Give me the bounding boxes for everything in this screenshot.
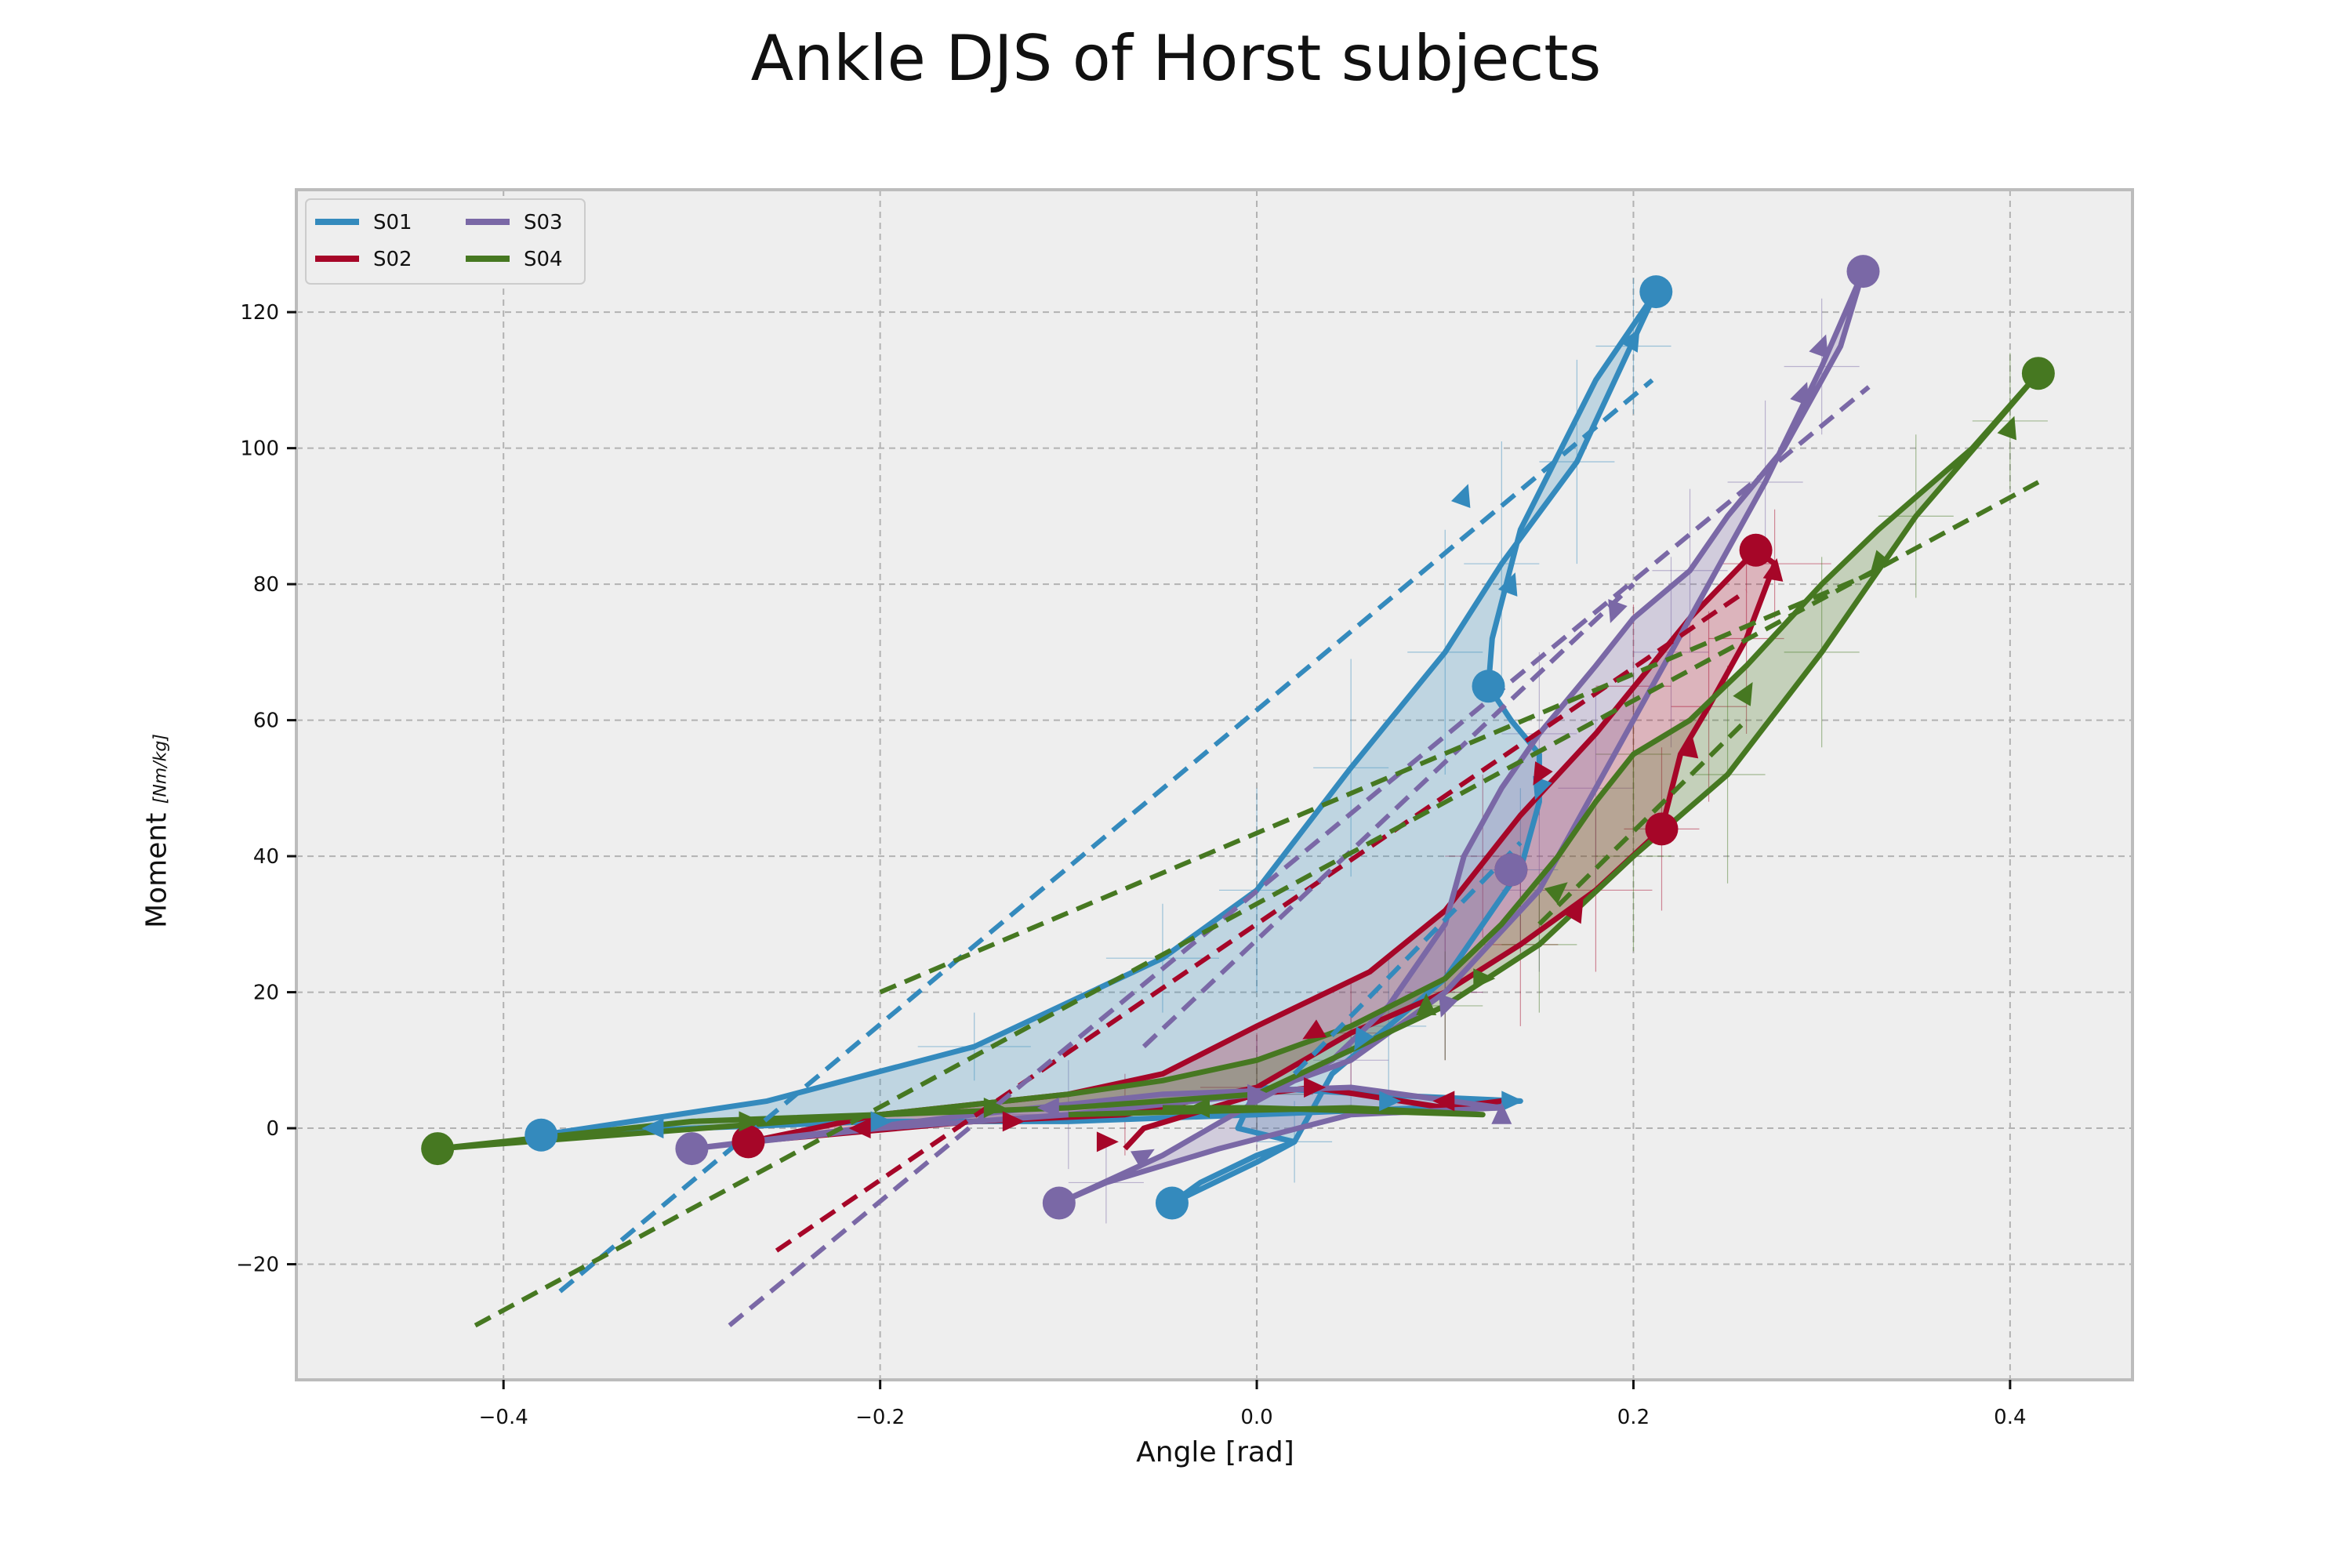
x-tick-label: 0.2: [1617, 1406, 1650, 1429]
s02-loop-line: [746, 547, 1778, 1145]
s03-fit-line: [1142, 582, 1635, 1049]
s04-fit-line: [879, 568, 1879, 995]
x-axis-label: Angle [rad]: [1136, 1436, 1294, 1468]
plot-area: [296, 190, 2132, 1380]
s02-turning-point: [731, 1125, 765, 1159]
s03-direction-arrow: [1809, 334, 1828, 359]
legend-box: [305, 198, 586, 285]
s03-direction-arrow: [1247, 1083, 1269, 1105]
s01-direction-arrow: [641, 1118, 664, 1139]
s02-direction-arrow: [1432, 1091, 1455, 1112]
grid: [296, 190, 2132, 1380]
s03-direction-arrow: [1608, 599, 1628, 623]
y-tick-label: −20: [236, 1254, 279, 1277]
s04-direction-arrow: [1997, 416, 2017, 441]
y-axis-unit: [Nm/kg]: [151, 734, 171, 804]
s01-direction-arrow: [1497, 572, 1518, 597]
s01-turning-point: [524, 1118, 558, 1152]
s04-loop-line: [434, 370, 2042, 1152]
s02-turning-point: [1645, 812, 1679, 846]
s04-direction-arrow: [1188, 1098, 1210, 1118]
s01-turning-point: [1155, 1186, 1189, 1220]
s01-fit-line: [1292, 840, 1523, 1076]
s04-turning-point: [2021, 357, 2055, 390]
s03-turning-point: [1042, 1186, 1076, 1220]
y-axis-label: Moment [Nm/kg]: [141, 734, 173, 928]
s04-turning-point: [421, 1132, 455, 1166]
s02-fit-line: [775, 589, 1748, 1253]
s03-fit-line: [728, 385, 1871, 1327]
s02-direction-arrow: [848, 1118, 871, 1139]
s01-fit-line: [558, 378, 1654, 1294]
legend: S01 S02 S03 S04: [305, 198, 586, 285]
x-tick-label: 0.4: [1994, 1406, 2026, 1429]
s04-direction-arrow: [983, 1098, 1006, 1118]
s04-direction-arrow: [739, 1111, 761, 1132]
s04-direction-arrow: [1733, 682, 1753, 706]
s02-direction-arrow: [1096, 1131, 1119, 1152]
s02-direction-arrow: [1304, 1077, 1327, 1098]
s01-direction-arrow: [1501, 1091, 1524, 1112]
s02-direction-arrow: [1533, 761, 1553, 786]
s01-direction-arrow: [1354, 1026, 1374, 1051]
x-tick-label: 0.0: [1240, 1406, 1272, 1429]
y-tick-label: 80: [253, 573, 279, 597]
s03-turning-point: [1846, 255, 1880, 289]
axis-ticks: −0.4 −0.2 0.0 0.2 0.4 −20 0 20 40 60 80 100 120: [236, 301, 2026, 1429]
s03-loop-line: [688, 268, 1866, 1206]
legend-label-s03: S03: [524, 211, 563, 234]
s01-loop-fill: [541, 292, 1657, 1203]
y-tick-label: 120: [240, 301, 279, 325]
s04-direction-arrow: [1416, 993, 1437, 1015]
s01-direction-arrow: [870, 1111, 893, 1132]
s02-direction-arrow: [1002, 1111, 1025, 1132]
s04-fit-line: [474, 480, 2040, 1328]
s04-direction-arrow: [1870, 550, 1893, 574]
s04-direction-arrow: [1473, 968, 1496, 989]
fit-lines: [474, 378, 2040, 1328]
s03-turning-point: [1494, 853, 1528, 887]
legend-label-s02: S02: [373, 248, 412, 271]
y-tick-label: 60: [253, 710, 279, 733]
s02-direction-arrow: [1762, 558, 1784, 582]
s02-loop-fill: [748, 550, 1775, 1142]
plot-frame: [295, 188, 2134, 1381]
legend-label-s01: S01: [373, 211, 412, 234]
s02-turning-point: [1739, 533, 1773, 567]
s01-turning-point: [1472, 670, 1505, 703]
x-tick-label: −0.4: [479, 1406, 528, 1429]
y-tick-label: 20: [253, 982, 279, 1005]
s01-direction-arrow: [1620, 328, 1640, 353]
markers: [421, 255, 2055, 1220]
s03-direction-arrow: [1790, 382, 1809, 406]
y-tick-label: 0: [266, 1117, 279, 1141]
s01-turning-point: [1639, 275, 1673, 309]
s04-fit-line: [1537, 718, 1748, 926]
s01-direction-arrow: [1379, 1091, 1402, 1112]
s04-direction-arrow: [1544, 882, 1568, 905]
s02-direction-arrow: [1678, 735, 1699, 759]
loop-fills: [437, 271, 2038, 1203]
y-axis-label-text: Moment: [140, 812, 173, 928]
s04-return-line: [1068, 1105, 1486, 1118]
s03-direction-arrow: [1439, 993, 1458, 1018]
s03-direction-arrow: [1131, 1149, 1155, 1169]
chart-title: Ankle DJS of Horst subjects: [750, 22, 1602, 95]
s04-loop-fill: [437, 373, 2038, 1149]
s01-direction-arrow: [1450, 484, 1471, 509]
s02-direction-arrow: [1302, 1019, 1327, 1040]
y-tick-label: 40: [253, 845, 279, 869]
s03-direction-arrow: [1491, 1102, 1512, 1124]
x-tick-label: −0.2: [855, 1406, 905, 1429]
legend-label-s04: S04: [524, 248, 563, 271]
s03-direction-arrow: [1036, 1098, 1059, 1118]
y-tick-label: 100: [240, 437, 279, 461]
s03-turning-point: [675, 1132, 709, 1166]
s02-direction-arrow: [1563, 899, 1584, 924]
